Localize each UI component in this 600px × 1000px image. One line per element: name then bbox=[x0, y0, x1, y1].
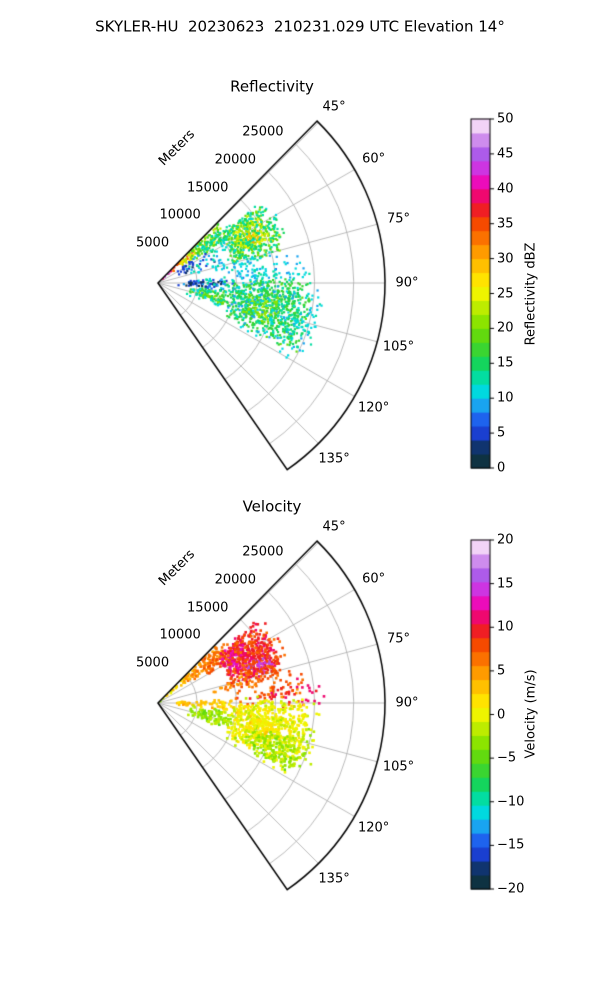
range-tick-label: 15000 bbox=[187, 180, 229, 196]
colorbar-tick-label: −10 bbox=[497, 794, 525, 810]
range-tick-label: 25000 bbox=[242, 544, 284, 560]
azimuth-tick-label: 120° bbox=[357, 820, 390, 835]
colorbar-tick-label: 25 bbox=[497, 286, 514, 301]
colorbar-tick-label: −15 bbox=[497, 837, 525, 853]
azimuth-tick-label: 75° bbox=[386, 631, 411, 647]
colorbar-tick-label: 10 bbox=[497, 390, 514, 406]
range-tick-label: 25000 bbox=[242, 124, 284, 140]
range-tick-label: 15000 bbox=[187, 600, 229, 616]
colorbar-tick-label: 0 bbox=[497, 460, 506, 476]
colorbar-tick-label: 40 bbox=[497, 181, 514, 197]
colorbar-axis-label-velocity: Velocity (m/s) bbox=[523, 669, 539, 759]
azimuth-tick-label: 75° bbox=[386, 211, 411, 227]
azimuth-tick-label: 60° bbox=[362, 151, 386, 166]
azimuth-tick-label: 120° bbox=[357, 400, 390, 415]
colorbar-tick-label: 20 bbox=[497, 320, 514, 336]
azimuth-tick-label: 105° bbox=[382, 339, 415, 355]
colorbar-tick-label: 50 bbox=[497, 111, 514, 127]
velocity-plot-title: Velocity bbox=[242, 497, 302, 516]
colorbar-tick-label: −20 bbox=[497, 881, 525, 897]
reflectivity-plot-title: Reflectivity bbox=[230, 77, 314, 96]
range-tick-label: 10000 bbox=[159, 207, 201, 223]
colorbar-tick-label: 0 bbox=[497, 707, 506, 722]
colorbar-tick-label: 30 bbox=[497, 251, 514, 267]
azimuth-tick-label: 45° bbox=[322, 519, 346, 535]
range-tick-label: 5000 bbox=[136, 655, 170, 671]
azimuth-tick-label: 45° bbox=[322, 99, 346, 115]
range-tick-label: 20000 bbox=[214, 572, 256, 588]
colorbar-tick-label: 15 bbox=[497, 355, 514, 371]
colorbar-axis-label-reflectivity: Reflectivity dBZ bbox=[523, 242, 539, 346]
colorbar-tick-label: 35 bbox=[497, 216, 514, 232]
colorbar-tick-label: 5 bbox=[497, 663, 506, 679]
azimuth-tick-label: 60° bbox=[362, 571, 386, 586]
range-tick-label: 20000 bbox=[214, 152, 256, 168]
colorbar-tick-label: 5 bbox=[497, 425, 506, 441]
colorbar-tick-label: 45 bbox=[497, 146, 514, 162]
azimuth-tick-label: 135° bbox=[318, 451, 350, 467]
range-tick-label: 10000 bbox=[159, 627, 201, 643]
azimuth-tick-label: 135° bbox=[318, 871, 350, 887]
azimuth-tick-label: 90° bbox=[395, 275, 419, 291]
figure-title: SKYLER-HU 20230623 210231.029 UTC Elevat… bbox=[95, 17, 505, 36]
azimuth-tick-label: 105° bbox=[382, 759, 415, 775]
colorbar-tick-label: 15 bbox=[497, 576, 514, 592]
range-tick-label: 5000 bbox=[136, 235, 170, 251]
azimuth-tick-label: 90° bbox=[395, 695, 419, 711]
colorbar-tick-label: −5 bbox=[497, 750, 517, 766]
colorbar-tick-label: 20 bbox=[497, 532, 514, 548]
colorbar-tick-label: 10 bbox=[497, 619, 514, 635]
